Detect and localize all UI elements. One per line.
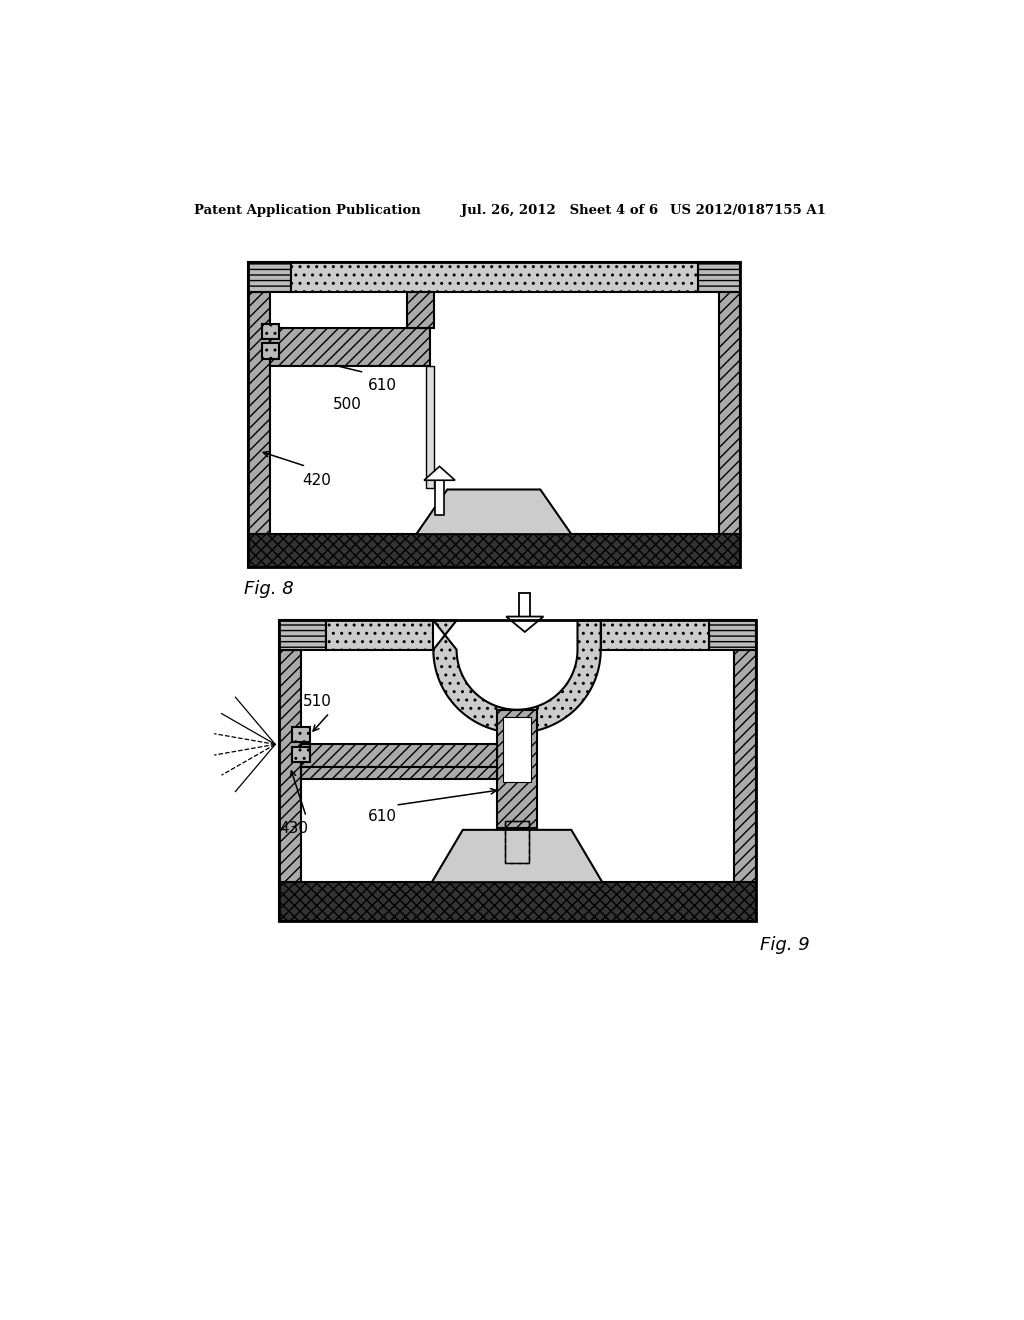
Text: 610: 610 <box>369 378 397 393</box>
Text: Fig. 9: Fig. 9 <box>760 936 809 954</box>
Bar <box>497 710 538 829</box>
Text: US 2012/0187155 A1: US 2012/0187155 A1 <box>671 205 826 218</box>
Bar <box>503 718 531 781</box>
Bar <box>280 649 301 882</box>
Bar <box>248 263 740 566</box>
Bar <box>710 620 756 649</box>
Bar <box>505 821 529 863</box>
Bar <box>280 620 756 921</box>
Bar <box>519 594 530 616</box>
Bar <box>292 747 310 762</box>
Polygon shape <box>506 616 544 632</box>
Bar <box>280 882 756 921</box>
Bar <box>326 620 433 649</box>
Text: Patent Application Publication: Patent Application Publication <box>194 205 421 218</box>
Bar <box>291 263 697 292</box>
Text: Jul. 26, 2012   Sheet 4 of 6: Jul. 26, 2012 Sheet 4 of 6 <box>461 205 658 218</box>
Bar <box>262 323 280 339</box>
Polygon shape <box>432 830 602 882</box>
Text: 500: 500 <box>334 397 362 412</box>
Bar <box>719 292 740 535</box>
Bar <box>248 535 740 566</box>
Bar <box>301 767 497 779</box>
Bar <box>505 821 529 863</box>
Bar <box>292 726 310 742</box>
Text: 420: 420 <box>302 473 331 487</box>
Polygon shape <box>424 466 455 480</box>
Bar <box>697 263 740 292</box>
Polygon shape <box>417 490 571 535</box>
Bar <box>248 292 270 535</box>
Text: Fig. 8: Fig. 8 <box>245 581 294 598</box>
Bar <box>407 292 434 327</box>
Polygon shape <box>433 620 601 733</box>
Text: 610: 610 <box>369 809 397 824</box>
Bar <box>270 292 719 535</box>
Bar <box>734 649 756 882</box>
Text: 430: 430 <box>280 821 308 836</box>
Bar <box>280 620 326 649</box>
Bar <box>301 649 734 882</box>
Bar <box>270 327 430 367</box>
Bar <box>601 620 710 649</box>
Text: 510: 510 <box>302 694 331 709</box>
Bar <box>435 480 444 515</box>
Bar <box>248 263 291 292</box>
Bar <box>262 343 280 359</box>
Bar <box>426 367 434 488</box>
Bar <box>301 743 497 767</box>
